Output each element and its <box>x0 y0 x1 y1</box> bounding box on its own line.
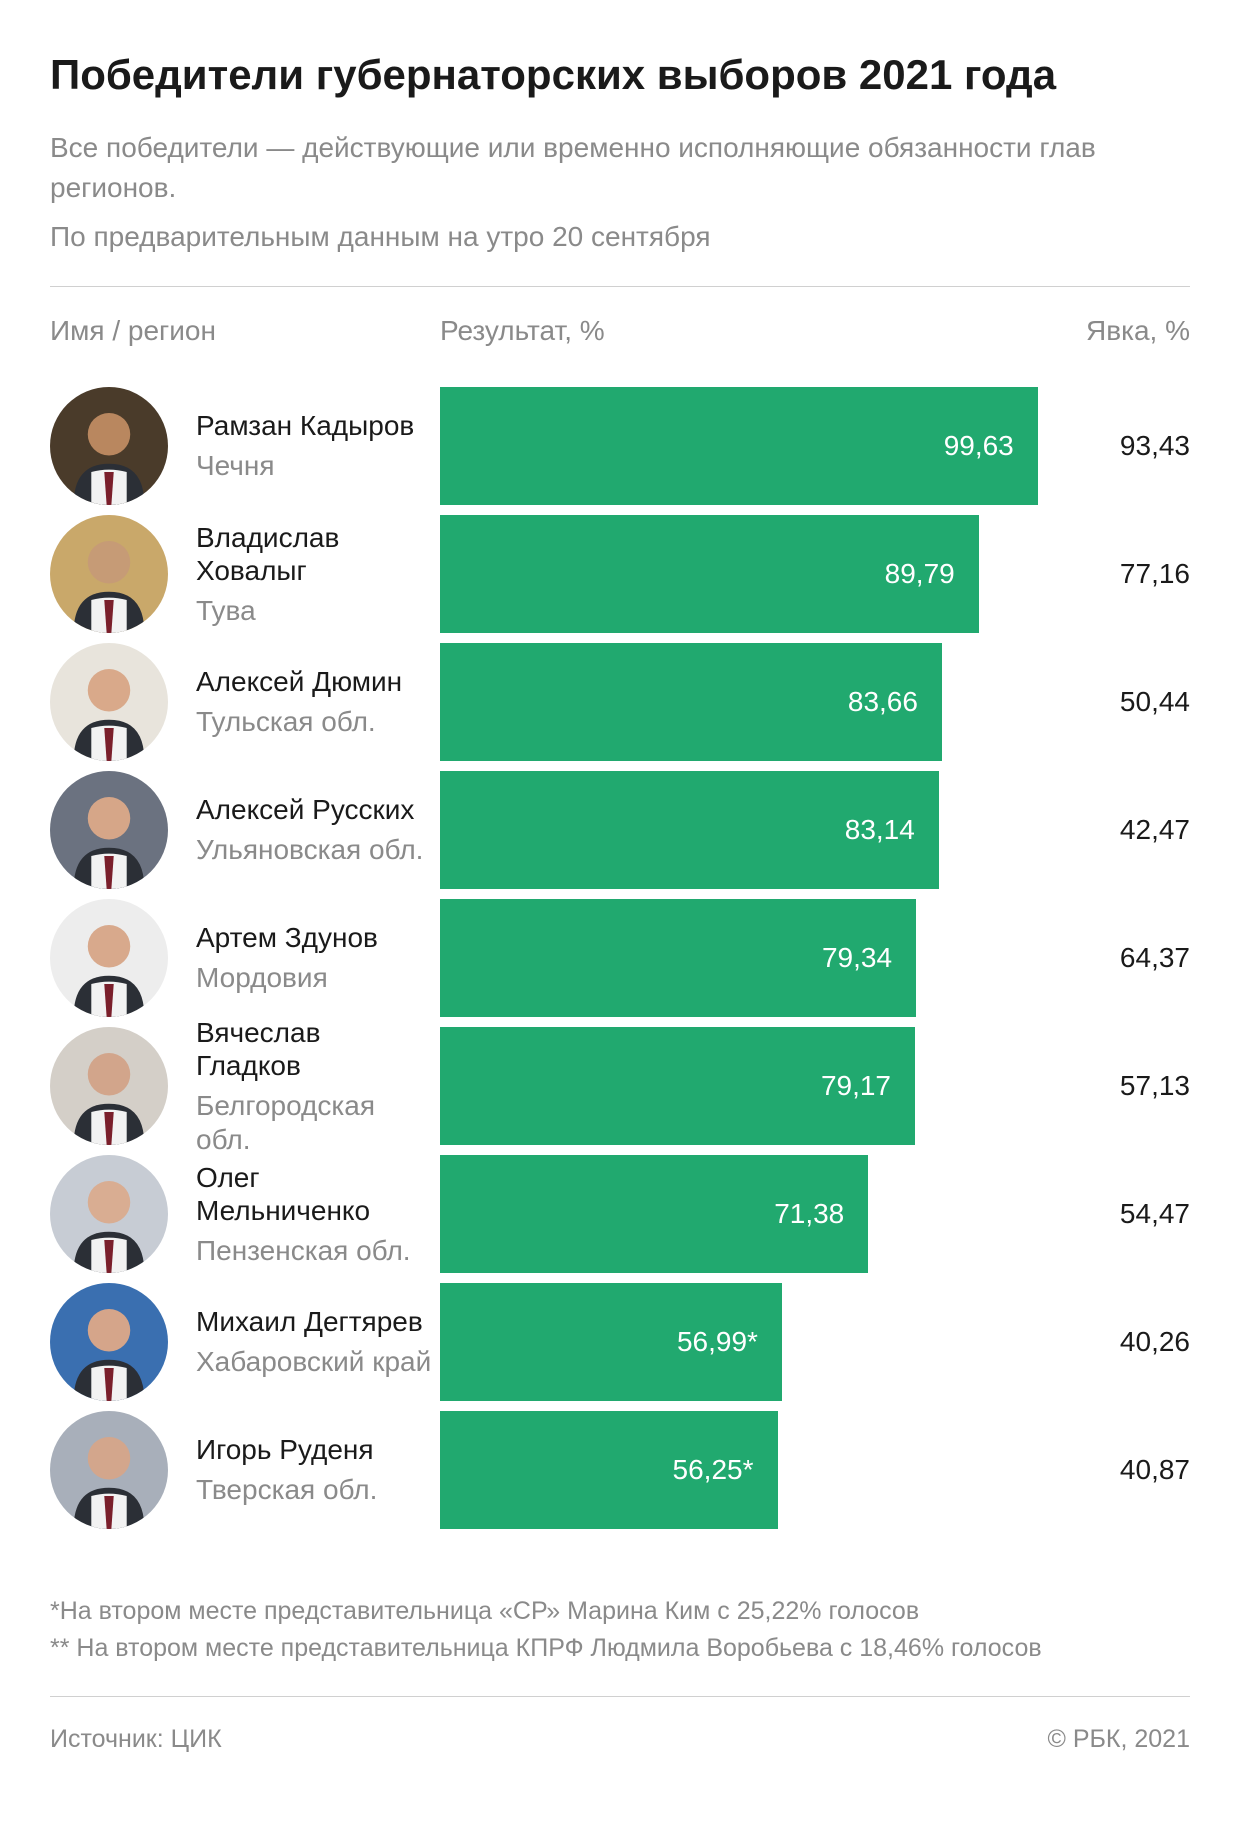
turnout-value: 57,13 <box>1040 1070 1190 1102</box>
turnout-value: 40,87 <box>1040 1454 1190 1486</box>
bar-area: 56,25* <box>440 1411 1040 1529</box>
person-name: Артем Здунов <box>196 921 432 955</box>
region-label: Хабаровский край <box>196 1345 432 1379</box>
chart-subtitle-2: По предварительным данным на утро 20 сен… <box>50 217 1190 256</box>
region-label: Ульяновская обл. <box>196 833 432 867</box>
table-row: Олег Мельниченко Пензенская обл. 71,38 5… <box>50 1155 1190 1273</box>
chart-subtitle-1: Все победители — действующие или временн… <box>50 128 1190 206</box>
result-bar: 71,38 <box>440 1155 868 1273</box>
person-name: Алексей Русских <box>196 793 432 827</box>
avatar <box>50 515 168 633</box>
name-block: Рамзан Кадыров Чечня <box>196 409 440 482</box>
bar-area: 79,34 <box>440 899 1040 1017</box>
result-bar: 99,63 <box>440 387 1038 505</box>
footer: Источник: ЦИК © РБК, 2021 <box>50 1696 1190 1754</box>
col-turnout: Явка, % <box>1040 315 1190 347</box>
bar-area: 71,38 <box>440 1155 1040 1273</box>
avatar <box>50 899 168 1017</box>
turnout-value: 42,47 <box>1040 814 1190 846</box>
turnout-value: 77,16 <box>1040 558 1190 590</box>
footnotes: *На втором месте представительница «СР» … <box>50 1565 1190 1696</box>
col-name: Имя / регион <box>50 315 440 347</box>
name-block: Артем Здунов Мордовия <box>196 921 440 994</box>
avatar <box>50 1155 168 1273</box>
region-label: Мордовия <box>196 961 432 995</box>
turnout-value: 54,47 <box>1040 1198 1190 1230</box>
table-row: Игорь Руденя Тверская обл. 56,25* 40,87 <box>50 1411 1190 1529</box>
column-headers: Имя / регион Результат, % Явка, % <box>50 315 1190 347</box>
person-name: Алексей Дюмин <box>196 665 432 699</box>
chart-title: Победители губернаторских выборов 2021 г… <box>50 50 1190 100</box>
col-result: Результат, % <box>440 315 1040 347</box>
person-name: Олег Мельниченко <box>196 1161 432 1228</box>
name-block: Владислав Ховалыг Тува <box>196 521 440 628</box>
result-value: 83,66 <box>848 686 918 718</box>
table-row: Владислав Ховалыг Тува 89,79 77,16 <box>50 515 1190 633</box>
avatar <box>50 1283 168 1401</box>
header-divider <box>50 286 1190 287</box>
chart-rows-container: Рамзан Кадыров Чечня 99,63 93,43 Владисл… <box>50 387 1190 1529</box>
footnote-1: *На втором месте представительница «СР» … <box>50 1593 1190 1631</box>
table-row: Артем Здунов Мордовия 79,34 64,37 <box>50 899 1190 1017</box>
result-value: 56,25* <box>673 1454 754 1486</box>
name-block: Михаил Дегтярев Хабаровский край <box>196 1305 440 1378</box>
person-name: Вячеслав Гладков <box>196 1016 432 1083</box>
copyright-label: © РБК, 2021 <box>1047 1725 1190 1754</box>
table-row: Вячеслав Гладков Белгородская обл. 79,17… <box>50 1027 1190 1145</box>
result-value: 83,14 <box>845 814 915 846</box>
table-row: Алексей Дюмин Тульская обл. 83,66 50,44 <box>50 643 1190 761</box>
result-bar: 89,79 <box>440 515 979 633</box>
table-row: Михаил Дегтярев Хабаровский край 56,99* … <box>50 1283 1190 1401</box>
avatar <box>50 643 168 761</box>
name-block: Алексей Русских Ульяновская обл. <box>196 793 440 866</box>
bar-area: 99,63 <box>440 387 1040 505</box>
avatar <box>50 387 168 505</box>
turnout-value: 93,43 <box>1040 430 1190 462</box>
avatar <box>50 771 168 889</box>
turnout-value: 40,26 <box>1040 1326 1190 1358</box>
result-value: 79,17 <box>821 1070 891 1102</box>
bar-area: 83,66 <box>440 643 1040 761</box>
name-block: Алексей Дюмин Тульская обл. <box>196 665 440 738</box>
name-block: Вячеслав Гладков Белгородская обл. <box>196 1016 440 1156</box>
result-value: 89,79 <box>885 558 955 590</box>
name-block: Олег Мельниченко Пензенская обл. <box>196 1161 440 1268</box>
person-name: Михаил Дегтярев <box>196 1305 432 1339</box>
region-label: Тверская обл. <box>196 1473 432 1507</box>
name-block: Игорь Руденя Тверская обл. <box>196 1433 440 1506</box>
result-bar: 56,99* <box>440 1283 782 1401</box>
region-label: Пензенская обл. <box>196 1234 432 1268</box>
turnout-value: 64,37 <box>1040 942 1190 974</box>
region-label: Тульская обл. <box>196 705 432 739</box>
avatar <box>50 1027 168 1145</box>
avatar <box>50 1411 168 1529</box>
source-label: Источник: ЦИК <box>50 1725 222 1754</box>
bar-area: 89,79 <box>440 515 1040 633</box>
result-value: 71,38 <box>774 1198 844 1230</box>
result-bar: 56,25* <box>440 1411 778 1529</box>
result-value: 79,34 <box>822 942 892 974</box>
table-row: Рамзан Кадыров Чечня 99,63 93,43 <box>50 387 1190 505</box>
result-bar: 79,34 <box>440 899 916 1017</box>
person-name: Владислав Ховалыг <box>196 521 432 588</box>
result-bar: 79,17 <box>440 1027 915 1145</box>
result-bar: 83,66 <box>440 643 942 761</box>
footnote-2: ** На втором месте представительница КПР… <box>50 1630 1190 1668</box>
bar-area: 83,14 <box>440 771 1040 889</box>
region-label: Чечня <box>196 449 432 483</box>
result-value: 99,63 <box>944 430 1014 462</box>
person-name: Игорь Руденя <box>196 1433 432 1467</box>
bar-area: 56,99* <box>440 1283 1040 1401</box>
turnout-value: 50,44 <box>1040 686 1190 718</box>
table-row: Алексей Русских Ульяновская обл. 83,14 4… <box>50 771 1190 889</box>
result-bar: 83,14 <box>440 771 939 889</box>
bar-area: 79,17 <box>440 1027 1040 1145</box>
result-value: 56,99* <box>677 1326 758 1358</box>
person-name: Рамзан Кадыров <box>196 409 432 443</box>
region-label: Тува <box>196 594 432 628</box>
region-label: Белгородская обл. <box>196 1089 432 1156</box>
